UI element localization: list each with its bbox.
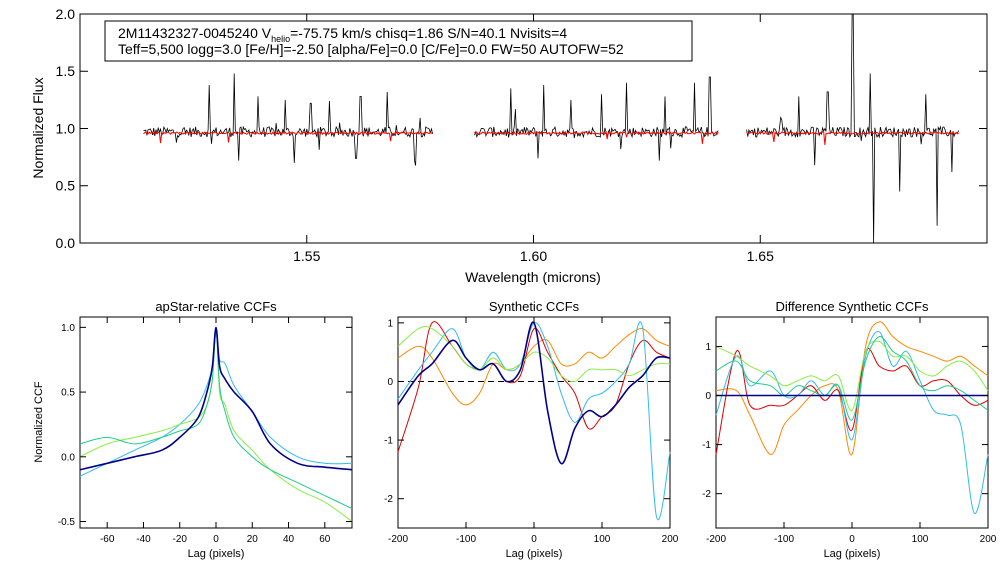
apstar-ccf-ticks-group: -60 -40 -20 0 20 40 60 -0.5 0.0 0.5 1.0 (58, 317, 352, 545)
synthetic-ccf-ytick-label: 0 (387, 377, 393, 388)
difference-ccf-ytick-label: 0 (705, 391, 711, 402)
synthetic-ccf-series-orange (398, 329, 670, 405)
apstar-ccf-series-combined (80, 327, 352, 469)
synthetic-ccf-ytick-label: -2 (384, 494, 393, 505)
apstar-ccf-xtick-label: -60 (100, 534, 115, 545)
synthetic-ccf-xtick-label: 200 (662, 534, 679, 545)
spectrum-xtick-label: 1.60 (520, 248, 547, 264)
synthetic-ccf-title: Synthetic CCFs (489, 299, 580, 314)
difference-ccf-xtick-label: 200 (980, 534, 997, 545)
synthetic-ccf-panel: -200 -100 0 100 200 -2 -1 0 1 Synthetic CCFs Lag… (384, 299, 679, 560)
apstar-ccf-xtick-label: 60 (319, 534, 331, 545)
synthetic-ccf-xlabel: Lag (pixels) (506, 548, 563, 560)
apstar-ccf-xtick-label: 0 (213, 534, 219, 545)
synthetic-ccf-series-cyan (398, 322, 670, 520)
spectrum-info-object: 2M11432327-0045240 V (118, 25, 272, 41)
difference-ccf-xtick-label: -100 (774, 534, 794, 545)
difference-ccf-title: Difference Synthetic CCFs (776, 299, 929, 314)
apstar-ccf-ylabel: Normalized CCF (33, 381, 45, 463)
difference-ccf-series-green (716, 341, 988, 410)
spectrum-ytick-label: 0.0 (56, 235, 76, 251)
difference-ccf-series-group (716, 322, 988, 514)
spectrum-line-model (475, 132, 719, 144)
spectrum-ytick-label: 2.0 (56, 6, 76, 22)
difference-ccf-ytick-label: -1 (702, 440, 711, 451)
difference-ccf-series-red (716, 348, 988, 454)
apstar-ccf-ytick-label: 0.0 (61, 452, 75, 463)
spectrum-ytick-label: 0.5 (56, 178, 76, 194)
difference-ccf-ytick-label: -2 (702, 489, 711, 500)
apstar-ccf-title: apStar-relative CCFs (155, 299, 277, 314)
apstar-ccf-xtick-label: 20 (247, 534, 259, 545)
difference-ccf-series-orange (716, 322, 988, 455)
apstar-ccf-xtick-label: -20 (173, 534, 188, 545)
apstar-ccf-xlabel: Lag (pixels) (188, 548, 245, 560)
difference-ccf-xtick-label: -200 (706, 534, 726, 545)
difference-ccf-xtick-label: 100 (912, 534, 929, 545)
apstar-ccf-ytick-label: -0.5 (58, 517, 76, 528)
spectrum-line-spectrum (144, 74, 433, 166)
synthetic-ccf-ytick-label: 1 (387, 318, 393, 329)
synthetic-ccf-series-combined (398, 322, 670, 464)
apstar-ccf-panel: -60 -40 -20 0 20 40 60 -0.5 0.0 0.5 1.0 apStar-rel… (33, 299, 352, 560)
spectrum-line-spectrum (747, 14, 959, 243)
synthetic-ccf-xtick-label: 0 (531, 534, 537, 545)
difference-ccf-ytick-label: 1 (705, 342, 711, 353)
synthetic-ccf-xtick-label: 100 (594, 534, 611, 545)
apstar-ccf-xtick-label: 40 (283, 534, 295, 545)
synthetic-ccf-ytick-label: -1 (384, 436, 393, 447)
synthetic-ccf-series-group (398, 322, 670, 520)
synthetic-ccf-frame (398, 317, 670, 528)
spectrum-ylabel: Normalized Flux (30, 77, 46, 178)
difference-ccf-panel: -200 -100 0 100 200 -2 -1 0 1 Difference Synthet… (702, 299, 997, 560)
apstar-ccf-frame (80, 317, 352, 528)
apstar-ccf-ytick-label: 0.5 (61, 388, 75, 399)
spectrum-info-line2: Teff=5,500 logg=3.0 [Fe/H]=-2.50 [alpha/… (118, 41, 624, 57)
spectrum-xlabel: Wavelength (microns) (465, 269, 601, 285)
difference-ccf-frame (716, 317, 988, 528)
apstar-ccf-series-visit-3 (80, 330, 352, 509)
spectrum-info-stats: =-75.75 km/s chisq=1.86 S/N=40.1 Nvisits… (290, 25, 567, 41)
difference-ccf-xlabel: Lag (pixels) (824, 548, 881, 560)
difference-ccf-series-teal (716, 336, 988, 420)
spectrum-ytick-label: 1.5 (56, 63, 76, 79)
synthetic-ccf-xtick-label: -100 (456, 534, 476, 545)
synthetic-ccf-xtick-label: -200 (388, 534, 408, 545)
apstar-ccf-ytick-label: 1.0 (61, 323, 75, 334)
difference-ccf-xtick-label: 0 (849, 534, 855, 545)
difference-ccf-series-cyan (716, 332, 988, 514)
apstar-ccf-series-visit-1 (80, 334, 352, 476)
difference-ccf-ticks-group: -200 -100 0 100 200 -2 -1 0 1 (702, 317, 997, 545)
spectrum-panel: 1.55 1.60 1.65 0.0 0.5 1.0 1.5 2.0 2M11432327-0… (30, 6, 987, 285)
apstar-ccf-xtick-label: -40 (136, 534, 151, 545)
apstar-ccf-series-group (80, 327, 352, 521)
spectrum-ytick-label: 1.0 (56, 120, 76, 136)
spectrum-line-model (144, 132, 433, 143)
spectrum-xtick-label: 1.65 (747, 248, 774, 264)
spectrum-xtick-label: 1.55 (293, 248, 320, 264)
apstar-ccf-series-visit-2 (80, 327, 352, 521)
spectrum-line-spectrum (475, 77, 719, 161)
